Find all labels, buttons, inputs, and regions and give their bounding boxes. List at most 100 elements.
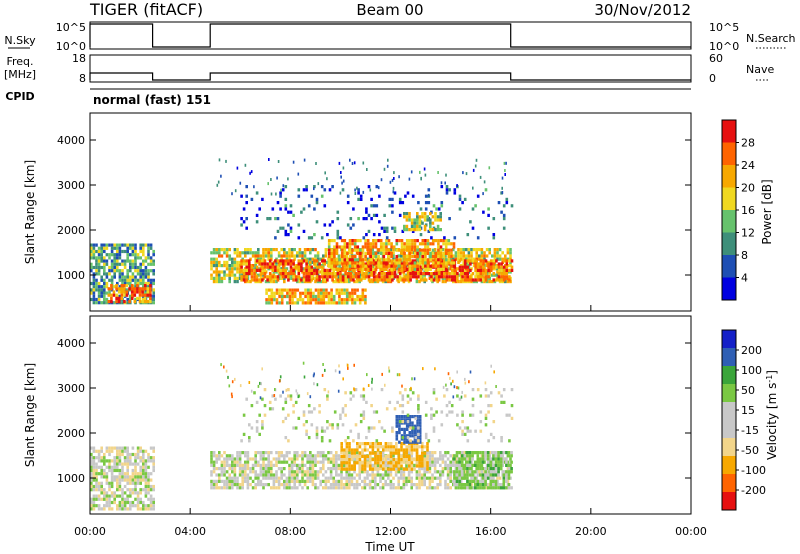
- range-cell: [274, 388, 276, 391]
- range-cell: [335, 463, 338, 467]
- range-cell: [390, 251, 393, 255]
- range-cell: [462, 260, 465, 264]
- range-cell: [493, 467, 497, 471]
- range-cell: [449, 473, 452, 477]
- range-cell: [215, 260, 218, 264]
- range-cell: [288, 483, 291, 487]
- range-cell: [342, 476, 346, 480]
- range-cell: [152, 484, 155, 489]
- range-cell: [374, 261, 378, 265]
- range-cell: [498, 257, 502, 261]
- range-cell: [443, 275, 446, 279]
- range-cell: [385, 226, 389, 230]
- range-cell: [129, 262, 132, 266]
- range-cell: [472, 264, 476, 268]
- range-cell: [482, 192, 484, 196]
- range-cell: [357, 278, 360, 282]
- range-cell: [95, 497, 98, 501]
- range-cell: [338, 370, 341, 374]
- range-cell: [416, 215, 419, 219]
- range-cell: [348, 458, 351, 462]
- range-cell: [103, 456, 106, 460]
- range-cell: [390, 261, 393, 265]
- range-cell: [95, 297, 98, 302]
- range-cell: [292, 275, 295, 279]
- range-cell: [95, 484, 98, 489]
- range-cell: [225, 483, 229, 487]
- range-cell: [233, 457, 237, 461]
- range-cell: [380, 272, 384, 276]
- range-cell: [335, 460, 338, 464]
- range-cell: [115, 284, 118, 288]
- range-cell: [463, 432, 467, 436]
- range-cell: [136, 256, 140, 260]
- range-cell: [241, 473, 244, 477]
- range-cell: [129, 504, 132, 508]
- range-cell: [474, 262, 477, 266]
- range-cell: [366, 476, 369, 480]
- range-cell: [493, 451, 497, 455]
- range-cell: [284, 397, 288, 401]
- range-cell: [307, 410, 311, 414]
- range-cell: [413, 434, 417, 438]
- range-cell: [416, 248, 419, 252]
- range-cell: [275, 280, 278, 284]
- colorbar-swatch: [722, 165, 736, 188]
- range-cell: [259, 273, 263, 277]
- range-cell: [142, 507, 145, 511]
- range-cell: [426, 454, 429, 458]
- range-cell: [90, 459, 93, 463]
- power-ylabel: Slant Range [km]: [23, 160, 37, 264]
- range-cell: [248, 259, 251, 263]
- range-cell: [367, 265, 371, 269]
- range-cell: [126, 259, 129, 263]
- range-cell: [301, 454, 304, 458]
- range-cell: [295, 389, 298, 393]
- range-cell: [105, 259, 109, 263]
- range-cell: [437, 264, 440, 268]
- range-cell: [310, 278, 314, 282]
- range-cell: [108, 243, 111, 247]
- range-cell: [108, 462, 111, 466]
- range-cell: [346, 245, 349, 249]
- range-cell: [463, 278, 467, 282]
- range-cell: [244, 454, 247, 458]
- range-cell: [431, 264, 435, 268]
- range-cell: [353, 486, 356, 490]
- range-cell: [484, 272, 488, 276]
- range-cell: [433, 470, 437, 474]
- range-cell: [273, 291, 276, 295]
- range-cell: [131, 253, 135, 257]
- range-cell: [262, 254, 265, 258]
- range-cell: [406, 275, 410, 279]
- range-cell: [327, 264, 331, 268]
- range-cell: [284, 204, 288, 208]
- range-cell: [509, 254, 512, 258]
- range-cell: [387, 264, 391, 268]
- range-cell: [485, 264, 489, 268]
- power-scatter: [90, 158, 514, 305]
- range-cell: [510, 268, 514, 272]
- range-cell: [393, 191, 397, 195]
- range-cell: [309, 257, 312, 261]
- range-cell: [306, 298, 310, 302]
- range-cell: [116, 446, 119, 450]
- range-cell: [413, 467, 416, 471]
- range-cell: [405, 424, 409, 428]
- range-cell: [270, 294, 274, 299]
- range-cell: [257, 476, 260, 480]
- range-cell: [250, 272, 254, 276]
- range-cell: [408, 454, 411, 458]
- range-cell: [458, 259, 462, 263]
- range-cell: [505, 460, 508, 464]
- range-cell: [248, 439, 251, 443]
- range-cell: [251, 470, 255, 474]
- range-cell: [231, 454, 234, 458]
- range-cell: [97, 262, 101, 266]
- range-cell: [417, 410, 420, 414]
- range-cell: [126, 500, 129, 505]
- range-cell: [276, 265, 280, 269]
- range-cell: [470, 483, 473, 487]
- range-cell: [90, 500, 93, 505]
- range-cell: [431, 476, 434, 480]
